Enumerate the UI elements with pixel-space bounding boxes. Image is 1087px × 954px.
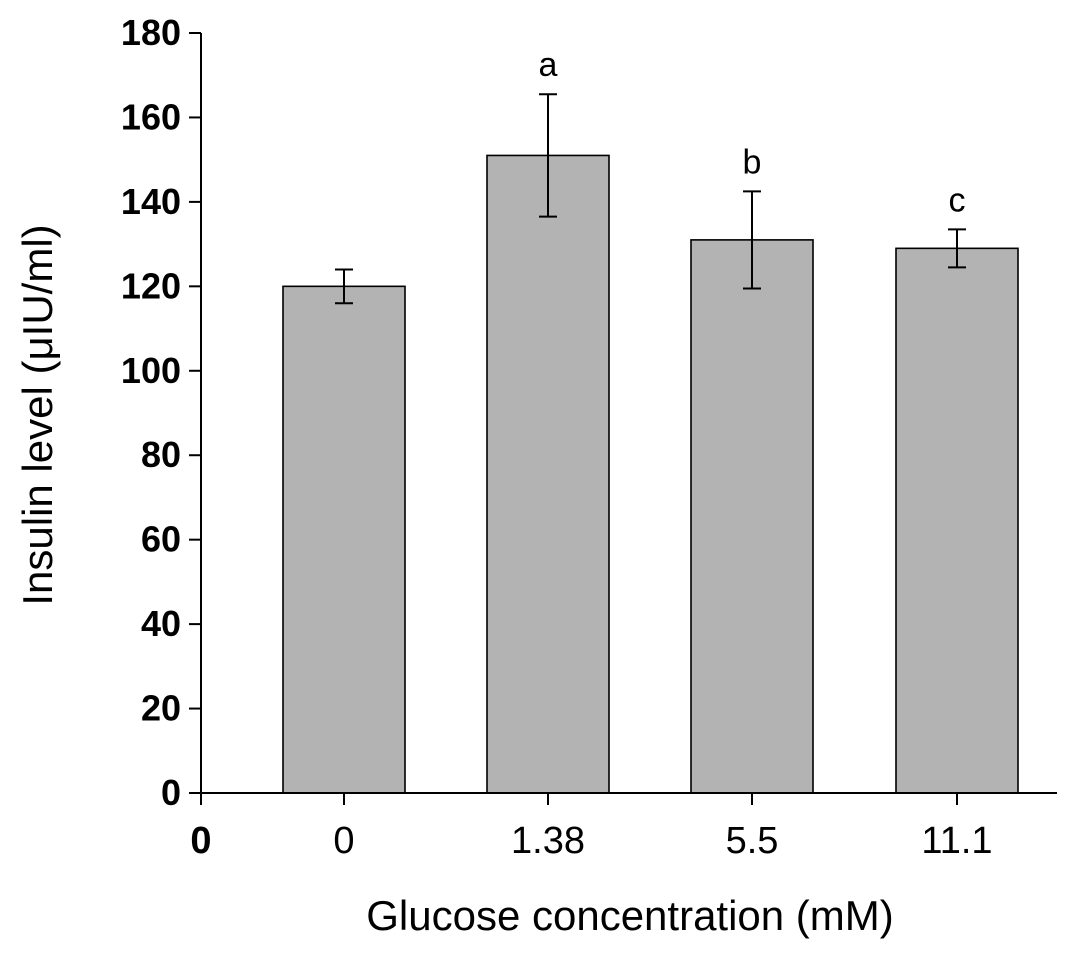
y-tick-label: 20 [141,688,181,729]
y-tick-label: 120 [121,265,181,306]
bar [690,239,814,794]
x-tick-label: 0 [333,820,354,862]
y-tick-label: 100 [121,350,181,391]
significance-label: b [743,143,762,181]
y-tick-label: 0 [161,772,181,813]
y-ticks-layer: 0 20 40 60 80 100 120 140 160 180 [121,12,201,813]
x-ticks-layer: 0 1.38 5.5 11.1 [333,793,993,862]
y-axis-label: Insulin level (μIU/ml) [14,224,61,605]
error-bars-layer [335,93,966,305]
y-tick-label: 60 [141,519,181,560]
y-tick-label: 80 [141,434,181,475]
bar [282,285,406,794]
y-tick-label: 140 [121,181,181,222]
x-origin-label: 0 [190,820,211,862]
x-tick-label: 1.38 [511,820,585,862]
significance-label: c [949,181,966,219]
annotations-layer: a b c [539,46,966,219]
y-tick-label: 180 [121,12,181,53]
significance-label: a [539,46,558,84]
y-tick-label: 160 [121,96,181,137]
x-tick-label: 11.1 [921,820,992,862]
bars-layer [282,154,1019,794]
y-tick-label: 40 [141,603,181,644]
bar [486,154,610,794]
x-axis-label: Glucose concentration (mM) [366,892,894,939]
x-tick-label: 5.5 [726,820,779,862]
bar [895,247,1019,794]
